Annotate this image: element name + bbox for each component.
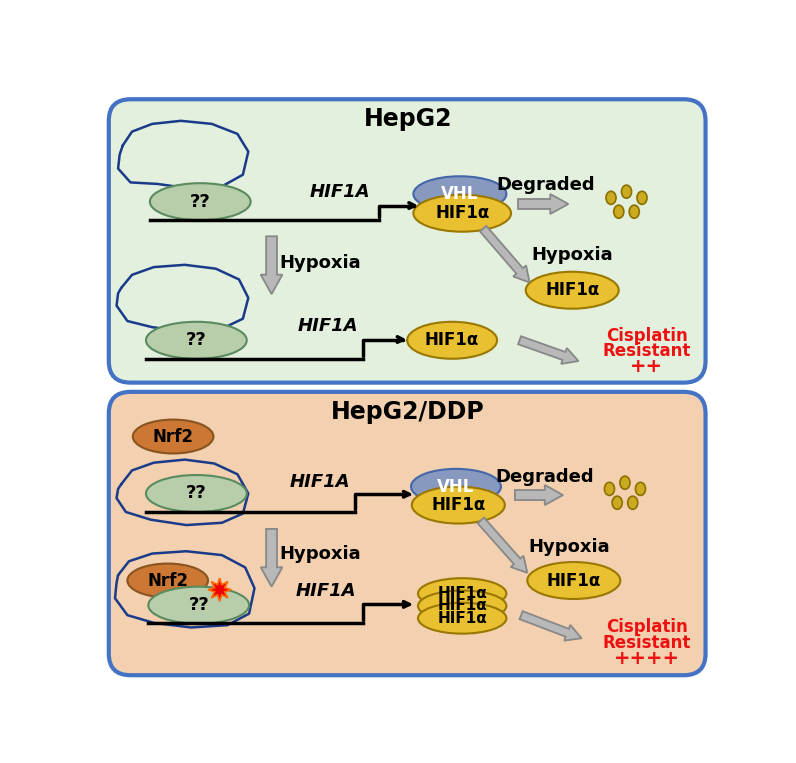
Ellipse shape — [628, 496, 638, 509]
FancyBboxPatch shape — [109, 392, 705, 675]
Ellipse shape — [412, 487, 505, 523]
Text: HIF1A: HIF1A — [290, 473, 350, 491]
Polygon shape — [261, 529, 283, 587]
Ellipse shape — [418, 578, 506, 609]
Text: HepG2/DDP: HepG2/DDP — [331, 400, 485, 424]
Text: Hypoxia: Hypoxia — [279, 546, 361, 563]
Ellipse shape — [127, 564, 208, 597]
Polygon shape — [520, 611, 582, 641]
Ellipse shape — [622, 185, 631, 198]
Text: HIF1α: HIF1α — [547, 571, 601, 590]
Text: HIF1A: HIF1A — [295, 581, 356, 600]
Text: Nrf2: Nrf2 — [153, 427, 193, 446]
FancyBboxPatch shape — [109, 99, 705, 382]
Text: Resistant: Resistant — [603, 634, 691, 652]
Text: HIF1A: HIF1A — [298, 317, 358, 336]
Text: Cisplatin: Cisplatin — [606, 619, 688, 636]
Ellipse shape — [146, 322, 247, 359]
Text: ??: ?? — [189, 596, 209, 614]
Text: HIF1α: HIF1α — [425, 331, 479, 349]
Text: Hypoxia: Hypoxia — [279, 253, 361, 272]
Polygon shape — [261, 237, 283, 294]
Text: ++: ++ — [630, 357, 663, 376]
Ellipse shape — [606, 192, 616, 204]
Text: VHL: VHL — [437, 478, 474, 496]
Text: VHL: VHL — [441, 185, 478, 203]
Ellipse shape — [150, 183, 251, 221]
Ellipse shape — [620, 476, 630, 489]
Ellipse shape — [604, 482, 615, 495]
Polygon shape — [518, 336, 579, 364]
Text: Resistant: Resistant — [603, 342, 691, 360]
Text: HIF1A: HIF1A — [310, 182, 370, 201]
Text: Hypoxia: Hypoxia — [532, 246, 613, 264]
Text: ??: ?? — [190, 193, 211, 211]
Text: HIF1α: HIF1α — [431, 496, 486, 514]
Ellipse shape — [146, 475, 247, 512]
Text: ++++: ++++ — [614, 649, 680, 668]
Ellipse shape — [637, 192, 647, 204]
Polygon shape — [208, 578, 232, 601]
Ellipse shape — [411, 468, 501, 504]
Ellipse shape — [418, 591, 506, 621]
Polygon shape — [515, 485, 563, 505]
Text: HIF1α: HIF1α — [437, 598, 487, 613]
Text: ??: ?? — [186, 485, 207, 503]
Polygon shape — [478, 517, 527, 573]
Text: HIF1α: HIF1α — [437, 610, 487, 626]
Ellipse shape — [525, 272, 618, 309]
Ellipse shape — [614, 205, 624, 218]
Text: Hypoxia: Hypoxia — [529, 539, 610, 556]
Ellipse shape — [629, 205, 639, 218]
Text: ??: ?? — [186, 331, 207, 349]
Text: HIF1α: HIF1α — [435, 204, 490, 222]
Text: Cisplatin: Cisplatin — [606, 327, 688, 346]
Text: HepG2: HepG2 — [364, 108, 452, 131]
Text: Degraded: Degraded — [495, 468, 594, 485]
Polygon shape — [518, 194, 568, 214]
Ellipse shape — [418, 603, 506, 633]
Text: Nrf2: Nrf2 — [147, 571, 188, 590]
Ellipse shape — [612, 496, 622, 509]
Ellipse shape — [635, 482, 646, 495]
Ellipse shape — [413, 195, 511, 232]
Ellipse shape — [527, 562, 620, 599]
Ellipse shape — [408, 322, 497, 359]
Text: HIF1α: HIF1α — [545, 282, 599, 299]
Text: HIF1α: HIF1α — [437, 586, 487, 601]
Ellipse shape — [413, 176, 506, 211]
Text: Degraded: Degraded — [497, 176, 595, 195]
Polygon shape — [480, 226, 529, 282]
Ellipse shape — [148, 587, 249, 623]
Ellipse shape — [133, 420, 213, 453]
